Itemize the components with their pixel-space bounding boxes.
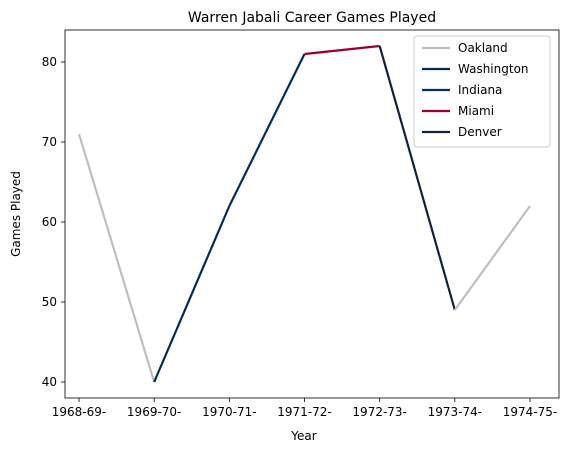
series-line-indiana [228, 53, 306, 207]
series-line-miami [304, 44, 380, 56]
series-line-washington [153, 205, 231, 383]
legend-box [413, 35, 551, 148]
chart-title: Warren Jabali Career Games Played [188, 10, 436, 26]
y-tick-label: 40 [42, 375, 57, 389]
series-line-segment-5 [453, 205, 531, 311]
legend-label-indiana: Indiana [458, 83, 502, 97]
series-layer [77, 44, 531, 383]
series-line-oakland [77, 133, 156, 383]
x-tick-label: 1971-72- [277, 405, 331, 419]
x-tick-label: 1974-75- [503, 405, 557, 419]
legend: Oakland Washington Indiana Miami Denver [413, 35, 551, 148]
x-axis: 1968-69- 1969-70- 1970-71- 1971-72- 1972-73-… [52, 398, 557, 419]
x-tick-label: 1970-71- [202, 405, 256, 419]
legend-label-denver: Denver [458, 125, 502, 139]
x-tick-label: 1969-70- [127, 405, 181, 419]
series-line-denver [378, 45, 456, 311]
legend-label-washington: Washington [458, 62, 529, 76]
plot-frame [64, 29, 560, 399]
y-tick-label: 50 [42, 295, 57, 309]
y-tick-label: 80 [42, 55, 57, 69]
y-tick-label: 70 [42, 135, 57, 149]
x-tick-label: 1968-69- [52, 405, 106, 419]
x-axis-title: Year [290, 429, 316, 443]
y-axis-title: Games Played [9, 171, 23, 257]
x-tick-label: 1972-73- [352, 405, 406, 419]
y-axis: 40 50 60 70 80 [42, 55, 65, 389]
legend-label-miami: Miami [458, 104, 494, 118]
x-tick-label: 1973-74- [428, 405, 482, 419]
legend-label-oakland: Oakland [458, 41, 508, 55]
y-tick-label: 60 [42, 215, 57, 229]
